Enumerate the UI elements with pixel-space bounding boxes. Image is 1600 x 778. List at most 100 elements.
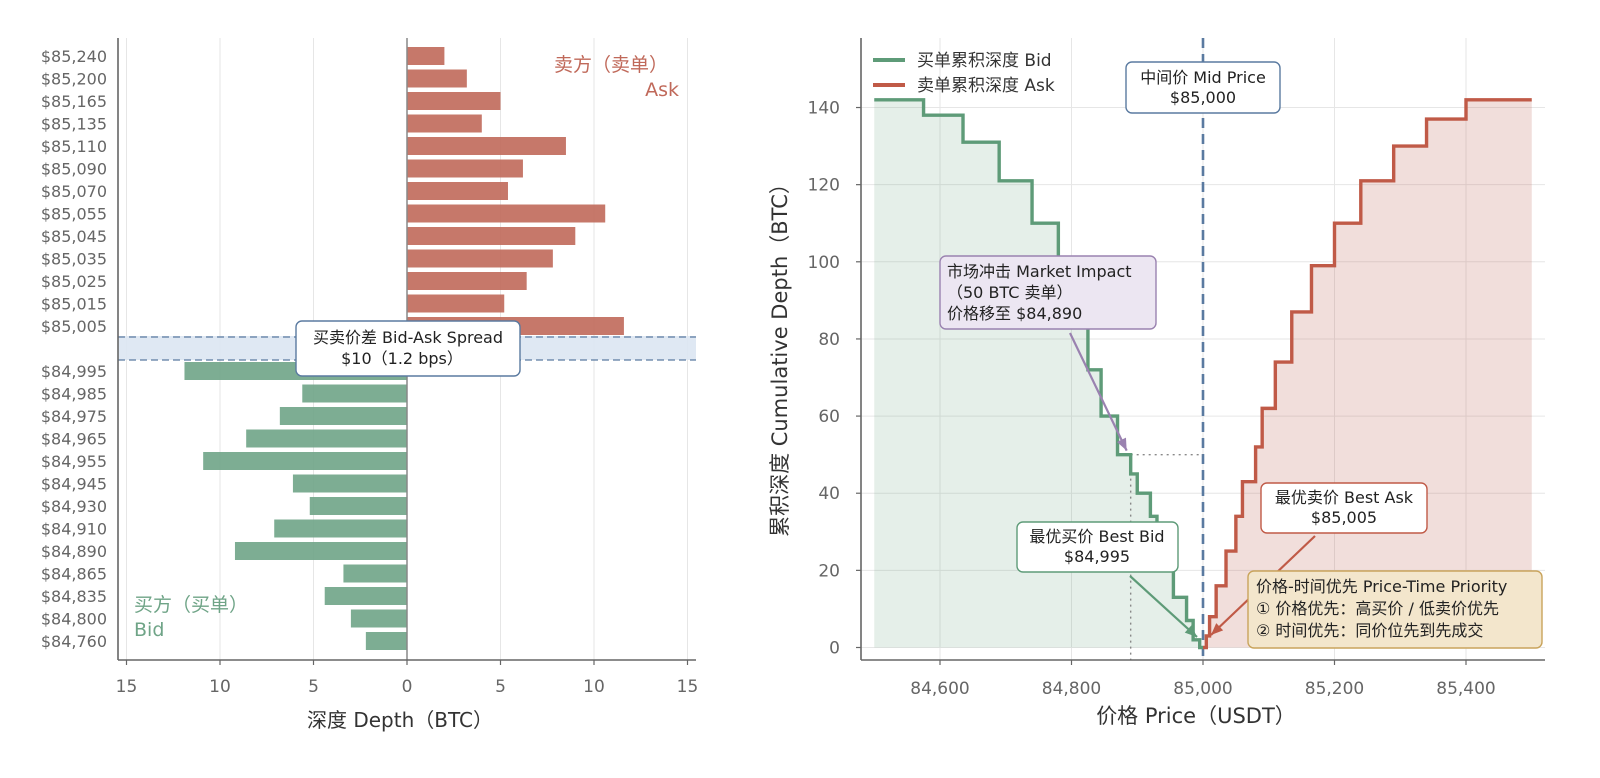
ask-price-label: $85,165: [41, 92, 107, 111]
right-y-tick-label: 100: [808, 253, 840, 273]
ask-bar: [407, 114, 482, 133]
impact-annotation-result: 价格移至 $84,890: [947, 304, 1082, 323]
priority-annotation-box: [1247, 570, 1543, 649]
left-x-tick-labels: 15 10 5 0 5 10 15: [116, 660, 699, 697]
ask-bar: [407, 272, 527, 290]
right-y-tick-label: 140: [808, 99, 840, 119]
right-x-tick-label: 85,400: [1436, 679, 1495, 699]
bid-price-label: $84,835: [41, 587, 107, 606]
left-x-tick-label: 15: [116, 677, 138, 697]
ask-bar: [407, 249, 553, 268]
bid-price-label: $84,890: [41, 542, 107, 561]
right-y-tick-label: 60: [818, 407, 840, 427]
spread-annotation-box: [295, 320, 521, 377]
impact-annotation-box: [939, 255, 1157, 330]
right-x-tick-label: 84,800: [1042, 679, 1101, 699]
bid-bar: [309, 497, 407, 515]
ask-price-label: $85,090: [41, 160, 107, 179]
bid-price-label: $84,985: [41, 385, 107, 404]
mid-price-annotation-box: [1125, 61, 1281, 114]
ask-price-label: $85,110: [41, 137, 107, 156]
spread-annotation-title: 买卖价差 Bid-Ask Spread: [313, 328, 503, 347]
spread-annotation-value: $10（1.2 bps）: [341, 349, 463, 368]
legend-bid-label: 买单累积深度 Bid: [917, 51, 1052, 71]
right-y-tick-label: 20: [818, 561, 840, 581]
bid-depth-area: [874, 99, 1203, 648]
left-x-tick-label: 5: [495, 677, 506, 697]
right-y-tick-labels: 0 20 40 60 80 100 120 140: [808, 99, 861, 659]
bid-price-label: $84,800: [41, 610, 107, 629]
right-y-tick-label: 120: [808, 176, 840, 196]
bid-bar: [203, 452, 407, 470]
bid-cumulative-line: [874, 98, 1203, 650]
bid-price-label: $84,760: [41, 632, 107, 651]
bid-bar: [246, 429, 407, 448]
ask-price-label: $85,015: [41, 295, 107, 314]
bid-bar: [302, 384, 407, 403]
bid-price-label: $84,945: [41, 475, 107, 494]
best-ask-annotation-title: 最优卖价 Best Ask: [1275, 488, 1414, 507]
bid-bar: [343, 564, 407, 583]
priority-annotation-price-rule: ① 价格优先：高买价 / 低卖价优先: [1256, 599, 1499, 618]
priority-annotation-time-rule: ② 时间优先：同价位先到先成交: [1256, 621, 1483, 640]
left-x-tick-label: 15: [677, 677, 699, 697]
bid-price-label: $84,930: [41, 497, 107, 516]
best-ask-annotation-value: $85,005: [1311, 508, 1377, 527]
mid-price-annotation-value: $85,000: [1170, 88, 1236, 107]
ask-price-label: $85,035: [41, 250, 107, 269]
priority-annotation-title: 价格-时间优先 Price-Time Priority: [1256, 577, 1507, 596]
ask-price-label: $85,070: [41, 182, 107, 201]
mid-price-annotation-title: 中间价 Mid Price: [1140, 68, 1266, 87]
best-bid-annotation-title: 最优买价 Best Bid: [1029, 527, 1164, 546]
best-bid-arrowhead: [1184, 625, 1197, 637]
bid-bar: [234, 542, 407, 560]
right-x-axis-label: 价格 Price（USDT）: [1096, 704, 1296, 728]
left-x-tick-label: 10: [209, 677, 231, 697]
right-y-tick-label: 40: [818, 484, 840, 504]
ask-side-label: 卖方（卖单）: [554, 54, 668, 76]
best-ask-annotation-box: [1260, 482, 1428, 534]
ask-price-label: $85,055: [41, 205, 107, 224]
bid-side-label: 买方（买单）: [134, 594, 248, 616]
ask-bar: [407, 137, 566, 155]
right-y-axis-label: 累积深度 Cumulative Depth（BTC）: [768, 173, 792, 537]
ask-bar: [407, 227, 576, 245]
bid-price-label: $84,955: [41, 452, 107, 471]
order-book-bar-chart: $85,240 $85,200 $85,165 $85,135 $85,110 $85,0…: [41, 38, 698, 732]
bid-price-label: $84,865: [41, 565, 107, 584]
legend-ask-label: 卖单累积深度 Ask: [917, 76, 1055, 96]
best-bid-arrow: [1129, 575, 1198, 638]
right-y-tick-label: 80: [818, 330, 840, 350]
ask-bar: [407, 69, 467, 88]
bid-bar: [292, 474, 407, 493]
ask-bar: [407, 182, 508, 200]
bid-bar: [274, 519, 407, 538]
depth-bars: [184, 47, 624, 650]
impact-annotation-title: 市场冲击 Market Impact: [947, 262, 1132, 281]
ask-side-label-en: Ask: [645, 79, 679, 101]
left-x-tick-label: 10: [583, 677, 605, 697]
ask-price-label: $85,135: [41, 115, 107, 134]
left-x-axis-label: 深度 Depth（BTC）: [307, 708, 493, 732]
price-level-labels: $85,240 $85,200 $85,165 $85,135 $85,110 $85,0…: [41, 47, 107, 651]
legend: 买单累积深度 Bid 卖单累积深度 Ask: [873, 51, 1055, 96]
bid-bar: [365, 632, 407, 650]
impact-annotation-order: （50 BTC 卖单）: [947, 283, 1073, 302]
ask-cumulative-line: [1203, 98, 1532, 650]
ask-price-label: $85,045: [41, 227, 107, 246]
ask-price-label: $85,200: [41, 70, 107, 89]
ask-bar: [407, 159, 523, 178]
right-x-tick-label: 85,200: [1305, 679, 1364, 699]
bid-price-label: $84,965: [41, 430, 107, 449]
bid-price-label: $84,910: [41, 520, 107, 539]
ask-bar: [407, 204, 606, 223]
ask-bar: [407, 294, 505, 313]
bid-bar: [279, 407, 407, 425]
left-x-tick-label: 5: [308, 677, 319, 697]
left-x-tick-label: 0: [402, 677, 413, 697]
best-ask-arrowhead: [1211, 623, 1224, 635]
ask-price-label: $85,005: [41, 317, 107, 336]
impact-arrow: [1069, 332, 1128, 452]
ask-bar: [407, 92, 501, 110]
